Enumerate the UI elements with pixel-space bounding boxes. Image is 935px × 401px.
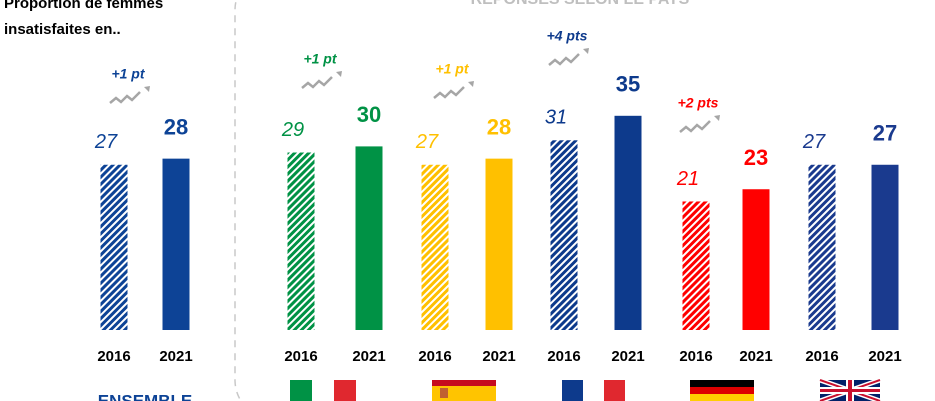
trend-arrow — [109, 91, 141, 104]
flag-spain — [432, 380, 496, 401]
change-label: +1 pt — [111, 66, 145, 82]
title-line: Proportion de femmes — [4, 0, 163, 12]
flag-uk — [819, 377, 881, 401]
value-label: 30 — [357, 102, 381, 127]
value-label: 28 — [487, 114, 511, 139]
x-tick-label: 2021 — [868, 348, 901, 365]
trend-arrowhead — [144, 86, 150, 92]
x-tick-label: 2021 — [739, 348, 772, 365]
flag-italy — [290, 380, 356, 401]
group-label: ENSEMBLE — [98, 391, 192, 401]
bar — [808, 164, 836, 330]
bar — [421, 164, 449, 330]
bar — [742, 189, 770, 330]
flag-france — [562, 380, 625, 401]
x-tick-label: 2016 — [418, 348, 451, 365]
value-label: 28 — [164, 114, 188, 139]
x-tick-label: 2016 — [805, 348, 838, 365]
bar — [287, 152, 315, 330]
x-tick-label: 2016 — [97, 348, 130, 365]
bar — [100, 164, 128, 330]
value-label: 31 — [545, 107, 567, 129]
trend-arrowhead — [583, 48, 589, 54]
title-line: insatisfaites en.. — [4, 21, 121, 38]
x-tick-label: 2021 — [482, 348, 515, 365]
x-tick-label: 2016 — [284, 348, 317, 365]
change-label: +1 pt — [303, 51, 337, 67]
x-tick-label: 2021 — [352, 348, 385, 365]
value-label: 35 — [616, 72, 640, 97]
change-label: +1 pt — [435, 61, 469, 77]
flag-germany — [690, 380, 754, 401]
x-tick-label: 2021 — [611, 348, 644, 365]
value-label: 27 — [94, 131, 118, 153]
trend-arrow — [433, 86, 465, 99]
value-label: 23 — [744, 145, 768, 170]
value-label: 27 — [415, 131, 439, 153]
value-label: 27 — [873, 121, 897, 146]
subtitle-bg — [410, 0, 750, 12]
bar — [485, 158, 513, 330]
value-label: 29 — [281, 119, 304, 141]
trend-arrow — [548, 53, 580, 66]
bar — [550, 140, 578, 330]
subtitle: RÉPONSES SELON LE PAYS — [471, 0, 690, 8]
bar — [682, 201, 710, 330]
trend-arrowhead — [468, 81, 474, 87]
value-label: 21 — [676, 168, 699, 190]
bar — [614, 115, 642, 330]
x-tick-label: 2016 — [679, 348, 712, 365]
trend-arrow — [679, 120, 711, 133]
bar — [355, 146, 383, 330]
change-label: +4 pts — [547, 28, 588, 44]
x-tick-label: 2016 — [547, 348, 580, 365]
value-label: 27 — [802, 131, 826, 153]
trend-arrowhead — [336, 71, 342, 77]
x-tick-label: 2021 — [159, 348, 192, 365]
trend-arrow — [301, 76, 333, 89]
change-label: +2 pts — [678, 95, 719, 111]
bar — [162, 158, 190, 330]
bar — [871, 164, 899, 330]
trend-arrowhead — [714, 115, 720, 121]
